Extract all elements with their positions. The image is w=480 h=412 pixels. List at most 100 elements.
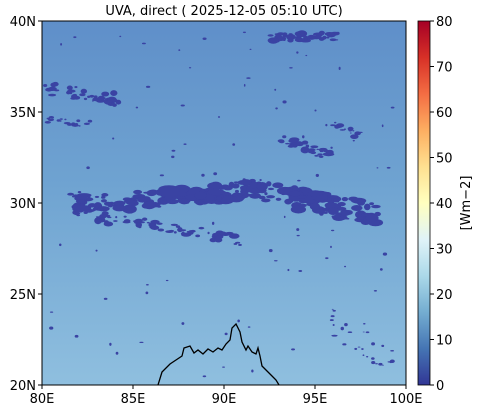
y-tick-label: 20N — [10, 379, 36, 394]
colorbar-tick-label: 20 — [436, 288, 453, 303]
cloud-patch — [390, 106, 395, 109]
cloud-patch — [354, 347, 358, 350]
cloud-patch — [341, 197, 348, 202]
cloud-patch — [177, 227, 183, 233]
cloud-patch — [76, 205, 90, 212]
cloud-patch — [381, 124, 384, 128]
cloud-patch — [219, 186, 225, 190]
cloud-patch — [91, 100, 94, 102]
y-tick-label: 30N — [10, 197, 36, 212]
cloud-patch — [51, 118, 55, 120]
colorbar-tick-label: 80 — [436, 15, 453, 30]
cloud-patch — [305, 54, 308, 57]
cloud-patch — [67, 192, 75, 196]
x-axis: 80E 85E 90E 95E 100E — [30, 385, 423, 407]
cloud-patch — [234, 189, 239, 193]
cloud-patch — [52, 81, 59, 87]
cloud-patch — [378, 362, 383, 366]
cloud-patch — [362, 331, 365, 333]
cloud-patch — [249, 181, 259, 189]
cloud-patch — [220, 202, 223, 204]
cloud-patch — [101, 193, 109, 197]
cloud-patch — [78, 199, 85, 204]
cloud-patch — [112, 204, 127, 212]
cloud-patch — [134, 218, 143, 223]
cloud-patch — [362, 354, 365, 357]
cloud-patch — [83, 97, 88, 101]
cloud-patch — [77, 190, 82, 194]
cloud-patch — [314, 154, 319, 157]
cloud-patch — [303, 35, 309, 41]
cloud-patch — [141, 42, 146, 45]
cloud-patch — [296, 33, 302, 38]
cloud-patch — [296, 234, 300, 237]
cloud-patch — [47, 118, 51, 120]
cloud-patch — [297, 195, 307, 199]
cloud-patch — [93, 95, 98, 99]
cloud-patch — [317, 153, 323, 156]
cloud-patch — [376, 167, 379, 169]
cloud-patch — [363, 203, 371, 211]
cloud-patch — [216, 196, 223, 201]
cloud-patch — [249, 48, 252, 51]
cloud-patch — [331, 215, 336, 218]
cloud-patch — [296, 51, 299, 54]
cloud-patch — [198, 226, 205, 230]
cloud-patch — [74, 123, 79, 127]
cloud-patch — [282, 135, 287, 139]
cloud-patch — [212, 233, 218, 237]
cloud-patch — [86, 166, 90, 170]
cloud-patch — [295, 142, 304, 147]
cloud-patch — [344, 322, 348, 327]
cloud-patch — [329, 319, 334, 322]
cloud-patch — [83, 122, 90, 126]
cloud-patch — [287, 268, 290, 272]
cloud-patch — [238, 243, 242, 247]
cloud-patch — [211, 221, 215, 225]
cloud-patch — [302, 135, 305, 139]
cloud-patch — [80, 88, 88, 94]
cloud-patch — [331, 308, 334, 310]
cloud-patch — [95, 249, 98, 252]
cloud-patch — [76, 214, 81, 217]
cloud-patch — [110, 90, 118, 96]
cloud-patch — [381, 344, 385, 348]
cloud-patch — [175, 225, 181, 228]
cloud-patch — [337, 125, 341, 129]
cloud-patch — [267, 187, 275, 191]
colorbar: 0 10 20 30 40 50 60 70 80 [Wm−2] — [417, 15, 474, 394]
cloud-patch — [305, 144, 310, 148]
cloud-patch — [97, 208, 105, 211]
cloud-patch — [358, 131, 363, 134]
cloud-patch — [371, 357, 375, 360]
cloud-patch — [318, 155, 323, 158]
cloud-patch — [165, 230, 174, 233]
cloud-patch — [173, 231, 177, 234]
cloud-patch — [103, 221, 114, 227]
cloud-patch — [382, 252, 388, 256]
cloud-patch — [78, 125, 81, 127]
cloud-patch — [330, 146, 333, 149]
cloud-patch — [87, 119, 93, 123]
cloud-patch — [124, 208, 128, 211]
cloud-patch — [330, 245, 332, 249]
cloud-patch — [371, 342, 375, 346]
cloud-patch — [66, 85, 73, 91]
cloud-patch — [207, 188, 225, 196]
cloud-patch — [325, 257, 329, 260]
cloud-patch — [242, 191, 247, 194]
cloud-patch — [309, 202, 321, 211]
cloud-patch — [103, 201, 112, 206]
cloud-patch — [195, 234, 201, 238]
cloud-patch — [183, 143, 187, 146]
cloud-patch — [289, 137, 300, 143]
colorbar-gradient — [418, 21, 430, 385]
cloud-patch — [67, 123, 73, 126]
cloud-patch — [321, 208, 325, 210]
x-tick-label: 85E — [121, 392, 146, 407]
cloud-patch — [324, 32, 335, 36]
cloud-patch — [286, 34, 296, 41]
cloud-patch — [101, 91, 110, 97]
cloud-patch — [296, 228, 300, 232]
cloud-patch — [272, 182, 284, 189]
